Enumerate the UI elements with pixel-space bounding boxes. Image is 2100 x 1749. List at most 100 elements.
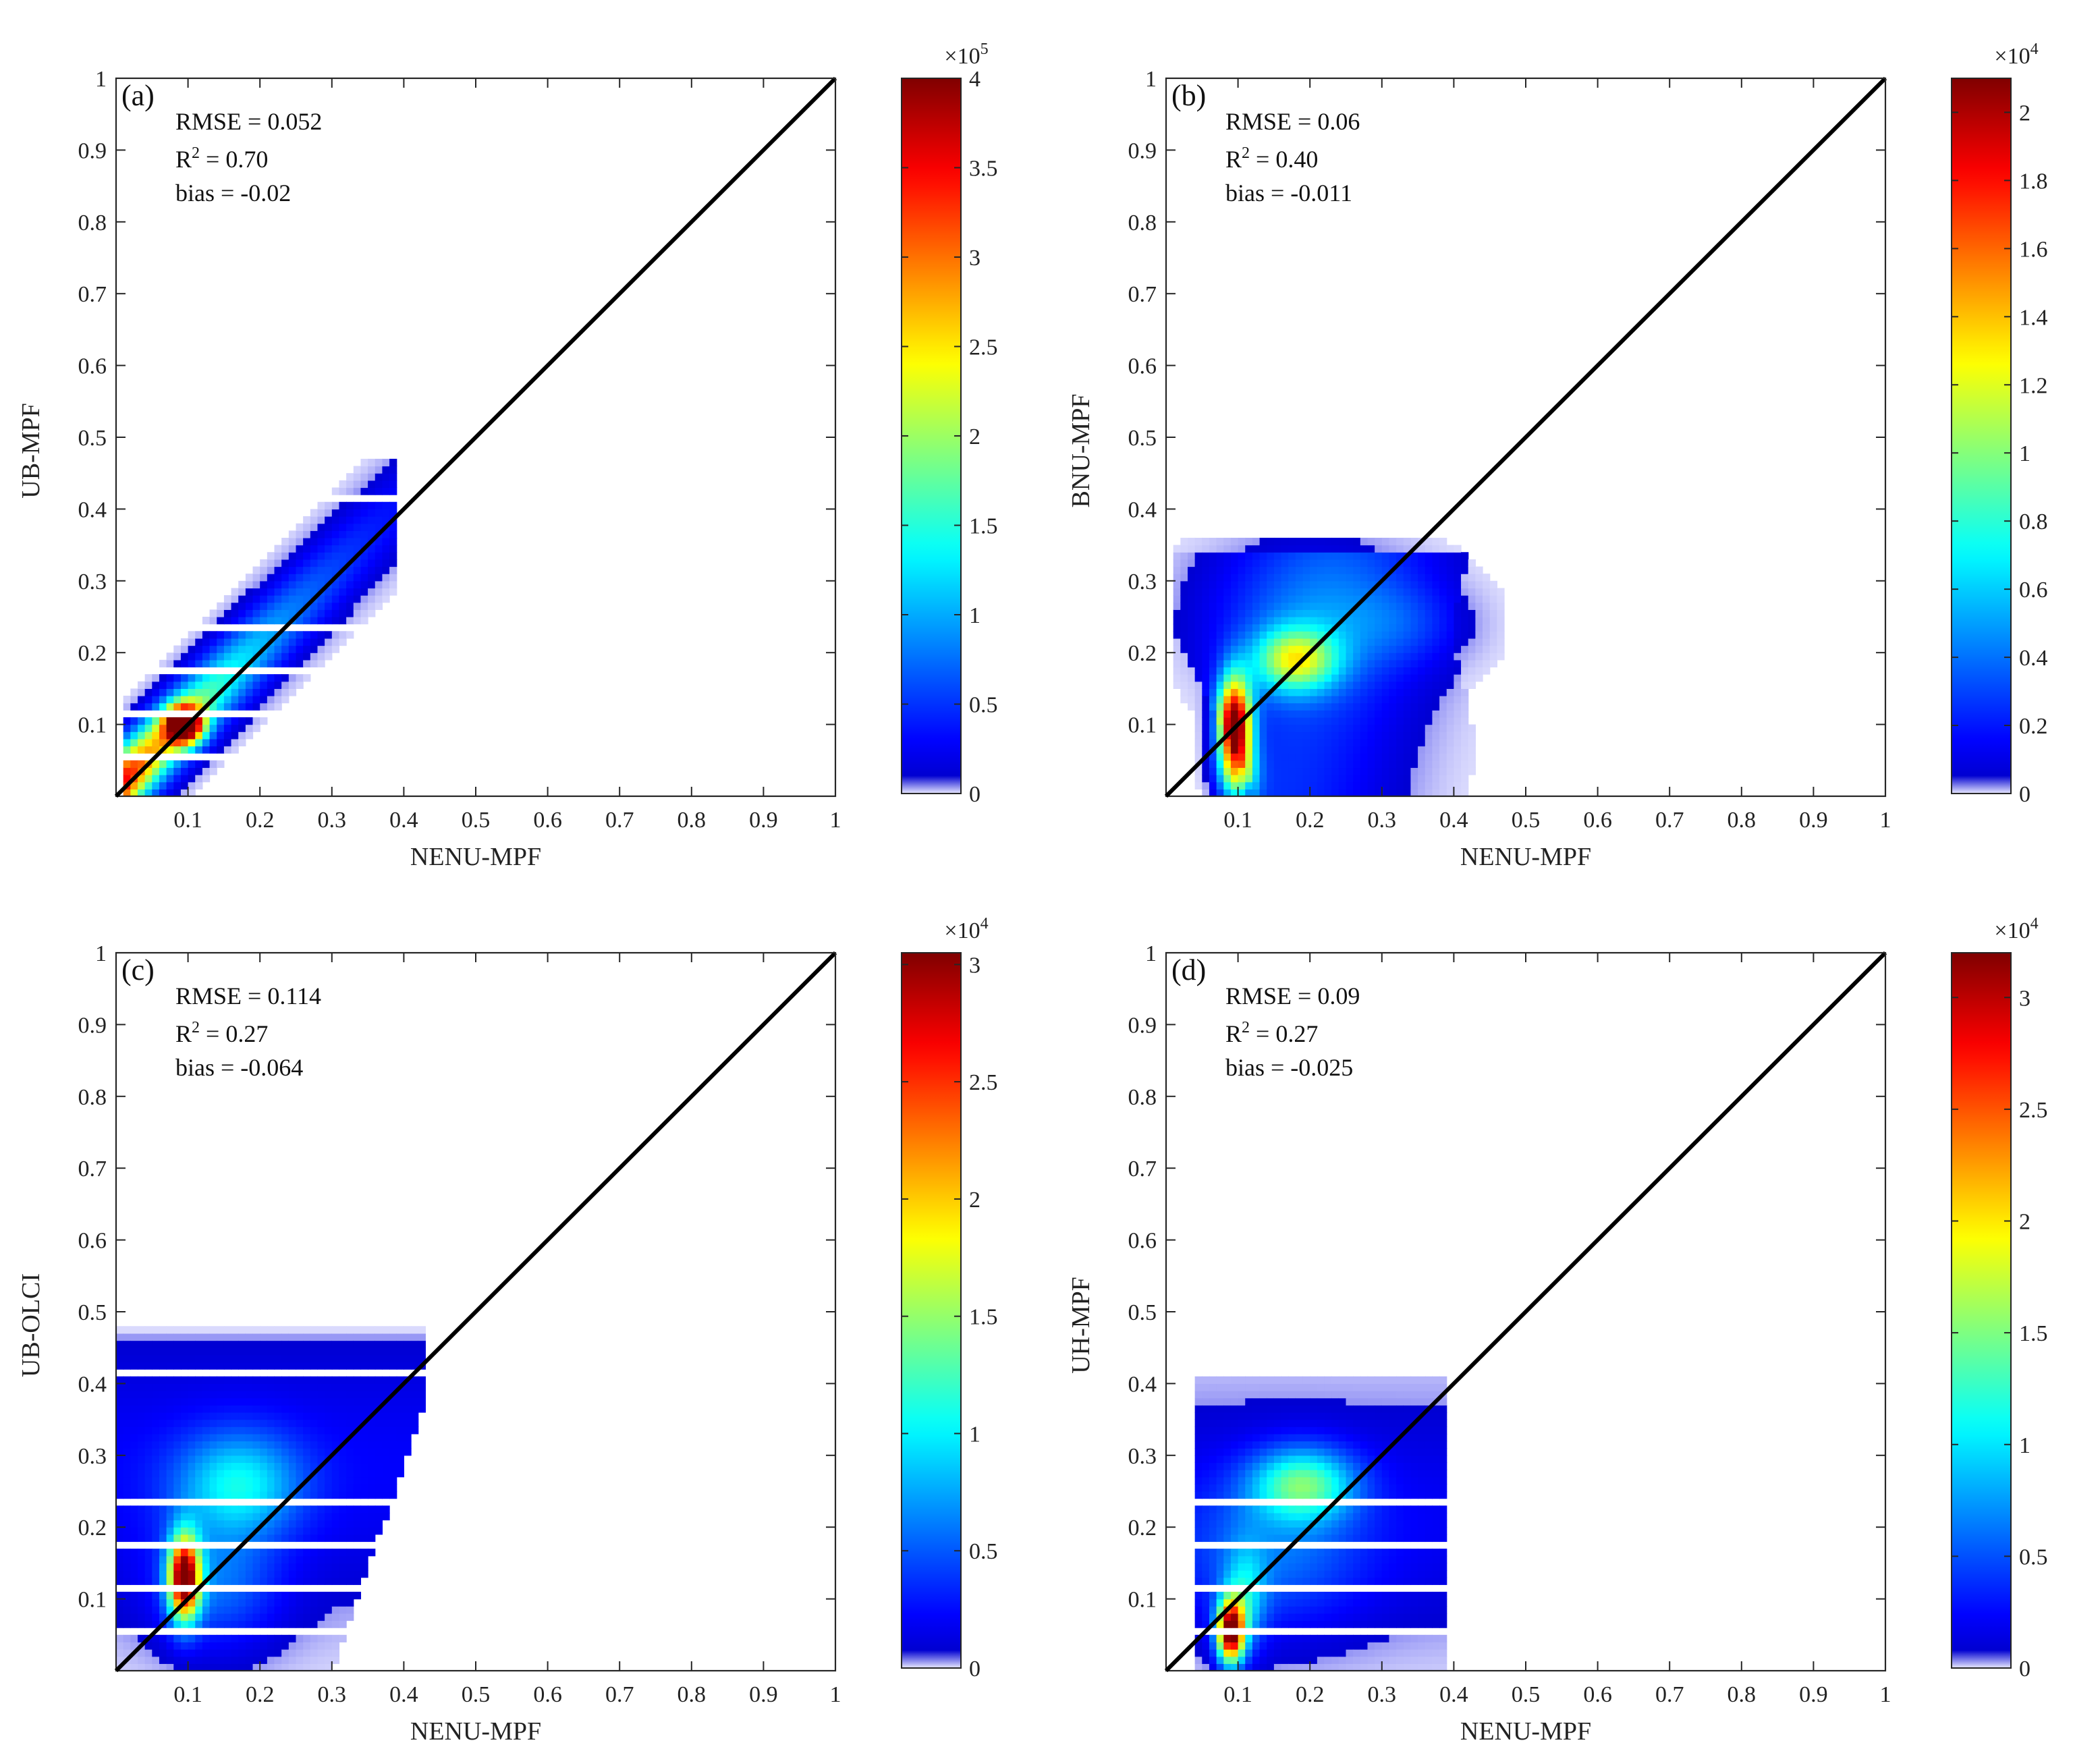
heatmap-cell — [137, 1455, 146, 1464]
heatmap-cell — [1281, 1405, 1289, 1413]
heatmap-cell — [368, 458, 376, 467]
heatmap-cell — [310, 1620, 319, 1628]
heatmap-cell — [1245, 1405, 1253, 1413]
heatmap-cell — [1187, 552, 1196, 560]
heatmap-cell — [173, 1520, 182, 1528]
heatmap-cell — [353, 595, 362, 603]
heatmap-cell — [202, 1663, 211, 1671]
heatmap-cell — [274, 659, 282, 668]
heatmap-cell — [274, 1555, 282, 1563]
heatmap-cell — [159, 1455, 167, 1464]
heatmap-cell — [1381, 746, 1390, 754]
heatmap-cell — [1439, 731, 1447, 740]
heatmap-cell — [1202, 659, 1210, 668]
heatmap-cell — [1216, 1448, 1224, 1456]
heatmap-cell — [1302, 1383, 1310, 1391]
heatmap-cell — [325, 1433, 333, 1442]
heatmap-cell — [217, 1527, 225, 1535]
heatmap-cell — [1353, 566, 1361, 574]
heatmap-cell — [260, 566, 268, 574]
heatmap-cell — [116, 1433, 124, 1442]
heatmap-cell — [130, 1333, 138, 1341]
heatmap-cell — [130, 1634, 138, 1643]
heatmap-cell — [238, 688, 246, 696]
heatmap-cell — [238, 1505, 246, 1514]
heatmap-cell — [325, 1405, 333, 1413]
heatmap-cell — [166, 674, 174, 682]
heatmap-cell — [1324, 1656, 1332, 1664]
heatmap-cell — [1302, 1549, 1310, 1557]
heatmap-cell — [116, 1549, 124, 1557]
heatmap-cell — [1367, 789, 1375, 797]
heatmap-cell — [267, 1570, 275, 1578]
heatmap-cell — [1338, 1570, 1347, 1578]
heatmap-cell — [274, 1649, 282, 1657]
heatmap-cell — [1187, 631, 1196, 639]
heatmap-cell — [217, 1642, 225, 1650]
heatmap-cell — [1302, 1649, 1310, 1657]
heatmap-cell — [360, 1412, 368, 1420]
heatmap-cell — [123, 1362, 131, 1370]
heatmap-cell — [346, 480, 354, 489]
heatmap-cell — [1273, 1491, 1282, 1499]
heatmap-cell — [1317, 1606, 1325, 1614]
heatmap-cell — [173, 696, 182, 704]
one-to-one-line — [1164, 76, 1887, 798]
heatmap-cell — [1353, 702, 1361, 711]
heatmap-cell — [1367, 1433, 1375, 1442]
heatmap-cell — [137, 1340, 146, 1348]
heatmap-cell — [296, 631, 304, 639]
heatmap-cell — [1238, 1577, 1246, 1585]
heatmap-cell — [209, 731, 217, 740]
heatmap-cell — [1267, 1412, 1275, 1420]
heatmap-cell — [152, 1426, 160, 1435]
heatmap-cell — [1223, 1555, 1232, 1563]
heatmap-cell — [339, 1448, 347, 1456]
heatmap-cell — [1223, 767, 1232, 775]
heatmap-cell — [1194, 631, 1203, 639]
heatmap-cell — [1418, 623, 1426, 632]
heatmap-cell — [1267, 595, 1275, 603]
heatmap-cell — [1281, 710, 1289, 718]
heatmap-cell — [1360, 1448, 1369, 1456]
heatmap-cell — [1360, 1634, 1369, 1643]
heatmap-cell — [1461, 775, 1469, 783]
heatmap-cell — [1454, 731, 1462, 740]
heatmap-cell — [144, 1455, 153, 1464]
heatmap-cell — [1295, 595, 1304, 603]
heatmap-cell — [1209, 1512, 1217, 1521]
heatmap-cell — [296, 602, 304, 610]
heatmap-cell — [1346, 1448, 1354, 1456]
heatmap-cell — [1273, 1419, 1282, 1427]
heatmap-cell — [281, 1512, 289, 1521]
heatmap-cell — [310, 631, 319, 639]
heatmap-cell — [116, 1405, 124, 1413]
heatmap-cell — [1281, 717, 1289, 725]
heatmap-cell — [382, 1354, 390, 1363]
heatmap-cell — [238, 1426, 246, 1435]
heatmap-cell — [238, 1563, 246, 1571]
heatmap-cell — [1331, 789, 1339, 797]
heatmap-cell — [217, 1512, 225, 1521]
heatmap-cell — [144, 1397, 153, 1406]
heatmap-cell — [223, 1577, 232, 1585]
heatmap-cell — [274, 566, 282, 574]
heatmap-cell — [310, 1354, 319, 1363]
heatmap-cell — [382, 1462, 390, 1470]
colorbar-exponent: ×104 — [1994, 40, 2038, 69]
heatmap-cell — [1396, 746, 1404, 754]
heatmap-cell — [331, 1527, 340, 1535]
heatmap-cell — [223, 1383, 232, 1391]
heatmap-cell — [260, 653, 268, 661]
heatmap-cell — [180, 781, 189, 789]
heatmap-cell — [1187, 674, 1196, 682]
r2-text: R2 = 0.27 — [175, 1019, 268, 1047]
heatmap-cell — [202, 760, 211, 769]
heatmap-cell — [195, 1391, 203, 1399]
heatmap-cell — [1410, 552, 1418, 560]
heatmap-cell — [1223, 688, 1232, 696]
heatmap-cell — [1223, 595, 1232, 603]
heatmap-cell — [217, 1426, 225, 1435]
heatmap-cell — [173, 1484, 182, 1492]
heatmap-cell — [238, 1433, 246, 1442]
